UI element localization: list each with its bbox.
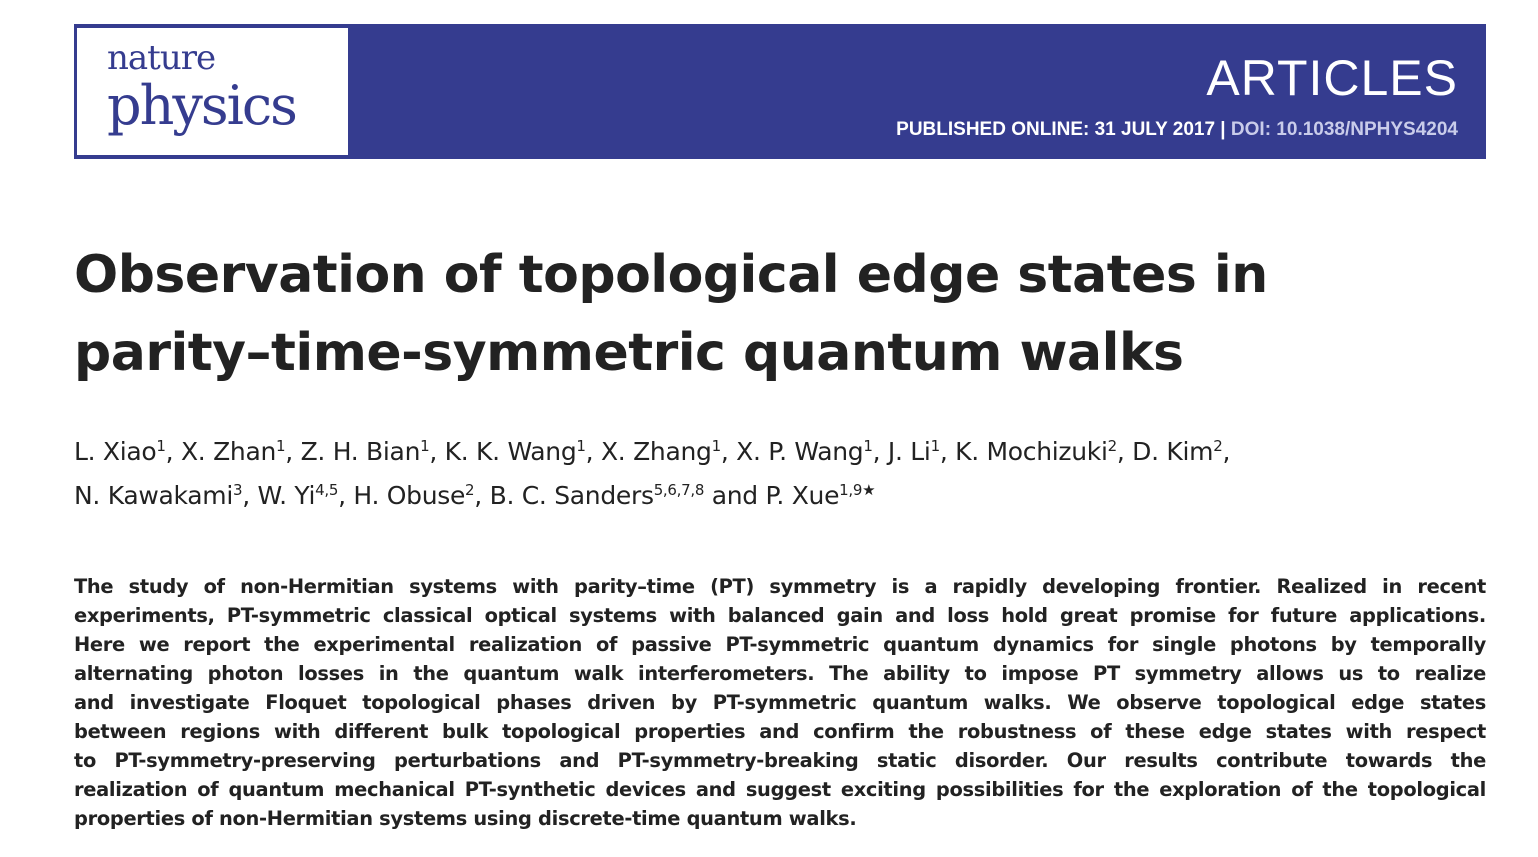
abstract-line: experiments, PT-symmetric classical opti… [74,604,1486,627]
journal-logo: nature physics [77,28,348,155]
article-title: Observation of topological edge states i… [74,236,1494,392]
author-name[interactable]: L. Xiao [74,437,157,466]
abstract-line: properties of non-Hermitian systems usin… [74,807,857,830]
author-affiliation: 1 [711,437,722,455]
author-name[interactable]: X. P. Wang [736,437,864,466]
title-line: parity–time-symmetric quantum walks [74,323,1184,383]
abstract-line: to PT-symmetry-preserving perturbations … [74,749,1486,772]
author-affiliation: 4,5 [315,481,339,499]
author-affiliation: 2 [1213,437,1223,455]
author-name[interactable]: W. Yi [257,481,316,510]
author-affiliation: 1 [156,437,166,455]
title-line: Observation of topological edge states i… [74,245,1268,305]
author-list: L. Xiao1, X. Zhan1, Z. H. Bian1, K. K. W… [74,430,1494,518]
abstract-line: alternating photon losses in the quantum… [74,662,1486,685]
logo-physics-text: physics [107,74,298,137]
author-name[interactable]: N. Kawakami [74,481,233,510]
abstract: The study of non-Hermitian systems with … [74,572,1486,833]
author-line: L. Xiao1, X. Zhan1, Z. H. Bian1, K. K. W… [74,437,1231,466]
abstract-line: between regions with different bulk topo… [74,720,1486,743]
author-affiliation: 3 [233,481,243,499]
author-name[interactable]: H. Obuse [353,481,466,510]
author-affiliation: 2 [465,481,475,499]
publication-info: PUBLISHED ONLINE: 31 JULY 2017 | DOI: 10… [896,118,1458,142]
author-affiliation: 5,6,7,8 [653,481,705,499]
author-affiliation: 1 [276,437,286,455]
author-name[interactable]: X. Zhan [180,437,277,466]
author-name[interactable]: X. Zhang [600,437,712,466]
author-affiliation: 2 [1107,437,1118,455]
journal-banner: nature physics ARTICLES PUBLISHED ONLINE… [74,24,1486,159]
author-line: N. Kawakami3, W. Yi4,5, H. Obuse2, B. C.… [74,481,876,510]
author-name[interactable]: K. K. Wang [444,437,577,466]
published-date: PUBLISHED ONLINE: 31 JULY 2017 | [896,119,1226,140]
author-name[interactable]: Z. H. Bian [300,437,421,466]
doi-link[interactable]: DOI: 10.1038/NPHYS4204 [1230,119,1458,140]
author-affiliation: 1 [576,437,586,455]
author-name[interactable]: P. Xue [765,481,840,510]
author-name[interactable]: B. C. Sanders [489,481,654,510]
abstract-line: The study of non-Hermitian systems with … [74,575,1486,598]
abstract-line: Here we report the experimental realizat… [74,633,1486,656]
author-affiliation: 1 [930,437,941,455]
author-name[interactable]: D. Kim [1132,437,1214,466]
author-affiliation: 1,9★ [839,481,876,499]
author-name[interactable]: K. Mochizuki [955,437,1108,466]
abstract-line: and investigate Floquet topological phas… [74,691,1486,714]
author-affiliation: 1 [863,437,873,455]
abstract-line: realization of quantum mechanical PT-syn… [74,778,1486,801]
author-connector: and [711,481,758,510]
section-label: ARTICLES [1206,50,1458,106]
logo-nature-text: nature [107,38,216,78]
author-name[interactable]: J. Li [887,437,931,466]
author-affiliation: 1 [420,437,430,455]
